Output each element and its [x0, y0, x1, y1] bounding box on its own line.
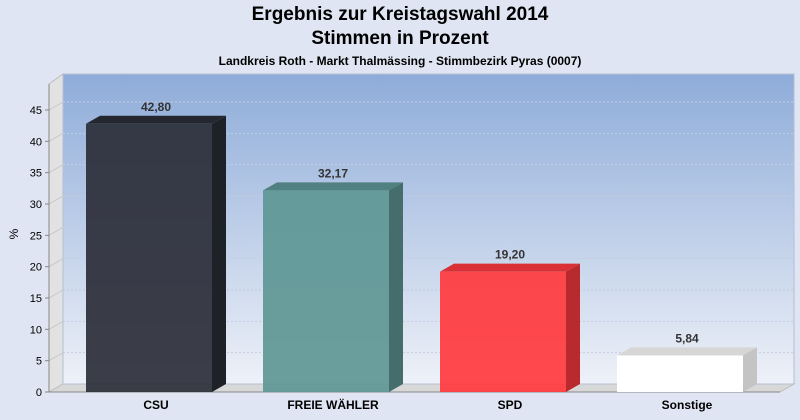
bar-sonstige [617, 347, 757, 392]
grid-line-side [48, 132, 64, 142]
bar-side [743, 347, 757, 392]
y-tick-label: 15 [30, 293, 42, 305]
labels: 42,80 CSU 32,17 FREIE WÄHLER 19,20 SPD 5,84 Son… [141, 100, 713, 412]
bar-front [86, 123, 212, 392]
bar-side [566, 263, 580, 392]
grid-line-side [48, 164, 64, 174]
bar-spd [440, 263, 580, 392]
bars [86, 115, 757, 392]
y-axis-label: % [7, 228, 21, 239]
grid-line-side [48, 101, 64, 111]
bar-front [263, 190, 389, 392]
bar-top [440, 263, 580, 272]
y-tick-label: 40 [30, 136, 42, 148]
bar-side [212, 115, 226, 392]
chart-title: Ergebnis zur Kreistagswahl 2014 [251, 4, 549, 25]
value-label: 42,80 [141, 100, 171, 114]
y-tick-label: 30 [30, 199, 42, 211]
bar-freie-w-hler [263, 182, 403, 392]
bar-top [263, 182, 403, 191]
x-tick-label: FREIE WÄHLER [287, 397, 379, 412]
y-tick-label: 20 [30, 262, 42, 274]
grid-line-side [48, 258, 64, 268]
y-tick-label: 5 [36, 356, 42, 368]
grid-line-side [48, 195, 64, 205]
bar-top [86, 115, 226, 124]
y-tick-label: 10 [30, 324, 42, 336]
bar-front [617, 355, 743, 392]
grid-line-side [48, 320, 64, 330]
value-label: 5,84 [675, 331, 699, 345]
value-label: 19,20 [495, 248, 525, 262]
grid-line-side [48, 226, 64, 236]
x-tick-label: CSU [143, 398, 168, 412]
bar-side [389, 182, 403, 392]
plot-side-wall [48, 73, 64, 393]
value-label: 32,17 [318, 166, 348, 180]
grid-line-side [48, 289, 64, 299]
bar-top [617, 347, 757, 356]
chart-caption: Landkreis Roth - Markt Thalmässing - Sti… [218, 54, 582, 68]
chart-subtitle: Stimmen in Prozent [311, 28, 489, 49]
y-tick-label: 25 [30, 230, 42, 242]
y-tick-label: 45 [30, 105, 42, 117]
x-tick-label: Sonstige [662, 398, 713, 412]
y-tick-label: 0 [36, 387, 42, 399]
x-tick-label: SPD [498, 398, 523, 412]
grid-line-side [48, 352, 64, 362]
y-tick-label: 35 [30, 168, 42, 180]
bar-csu [86, 115, 226, 392]
bar-front [440, 271, 566, 392]
